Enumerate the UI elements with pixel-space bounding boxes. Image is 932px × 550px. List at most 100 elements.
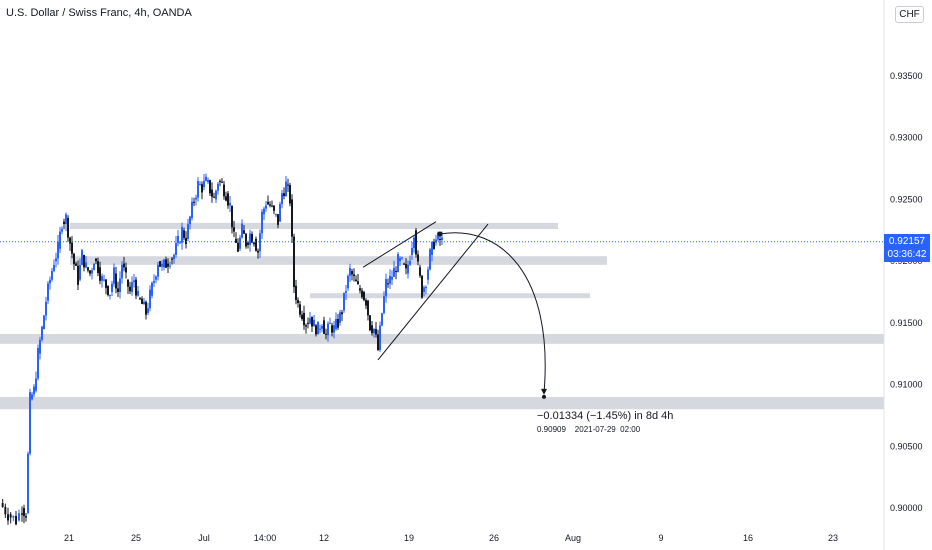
candle-body	[83, 254, 85, 268]
candle-body	[81, 250, 83, 265]
projection-arrowhead	[541, 388, 547, 395]
candle-body	[313, 319, 315, 327]
candle-body	[209, 180, 211, 194]
candle-body	[429, 249, 431, 270]
candle-body	[85, 262, 87, 268]
price-axis: 0.935000.930000.925000.920000.915000.910…	[890, 71, 923, 513]
time-tick-label: 26	[489, 533, 499, 543]
candle-body	[409, 260, 411, 265]
candle-body	[129, 286, 131, 292]
candle-body	[431, 241, 433, 255]
price-tick-label: 0.90000	[890, 503, 923, 513]
candle-body	[249, 233, 251, 245]
candle-body	[373, 328, 375, 334]
candle-body	[417, 254, 419, 262]
candle-body	[231, 205, 233, 228]
candle-body	[425, 287, 427, 289]
price-tick-label: 0.93500	[890, 71, 923, 81]
candle-body	[171, 258, 173, 260]
candle-body	[75, 263, 77, 266]
candle-body	[119, 278, 121, 292]
candle-body	[133, 280, 135, 283]
candle-body	[15, 515, 17, 525]
candle-body	[335, 319, 337, 330]
candle-body	[219, 180, 221, 182]
candle-body	[365, 300, 367, 306]
candle-body	[317, 321, 319, 335]
candle-body	[267, 201, 269, 205]
last-price-tag: 0.92157 03:36:42	[884, 234, 930, 262]
candle-body	[403, 263, 405, 265]
candle-body	[327, 323, 329, 336]
candle-body	[439, 238, 441, 241]
candle-body	[385, 279, 387, 297]
candle-body	[279, 204, 281, 222]
candle-body	[9, 514, 12, 518]
candle-body	[7, 514, 9, 521]
candle-body	[4, 506, 7, 515]
candle-body	[135, 279, 137, 296]
candle-body	[161, 263, 163, 267]
candle-body	[295, 285, 297, 300]
candle-body	[165, 259, 167, 268]
candle-body	[61, 228, 63, 232]
candle-body	[255, 238, 257, 251]
candle-body	[337, 319, 339, 328]
candle-body	[353, 274, 355, 276]
candle-body	[101, 276, 103, 281]
candle-body	[441, 237, 443, 241]
candle-body	[395, 271, 397, 273]
candle-body	[91, 270, 93, 274]
candle-body	[149, 289, 151, 309]
candle-body	[371, 325, 373, 334]
candle-body	[127, 279, 129, 287]
candle-body	[289, 185, 291, 204]
candle-body	[25, 516, 27, 518]
candlestick-series	[1, 173, 443, 526]
candle-body	[193, 201, 195, 203]
time-tick-label: 19	[404, 533, 414, 543]
candle-body	[391, 276, 393, 280]
candle-body	[29, 392, 31, 454]
candle-body	[301, 314, 303, 320]
candle-body	[269, 204, 271, 206]
projection-detail-label: 0.90909 2021-07-29 02:00	[537, 425, 641, 434]
candle-body	[157, 264, 159, 277]
candle-body	[349, 267, 351, 276]
candle-body	[321, 326, 323, 329]
candle-body	[207, 180, 209, 183]
candle-body	[189, 216, 191, 225]
candle-body	[283, 193, 285, 197]
candle-body	[363, 292, 365, 301]
currency-button[interactable]: CHF	[895, 6, 924, 23]
candle-body	[181, 226, 183, 243]
candle-body	[221, 181, 223, 183]
candle-body	[257, 250, 259, 253]
candle-body	[97, 261, 99, 274]
candle-body	[49, 279, 51, 284]
candle-body	[307, 322, 309, 324]
time-tick-label: 12	[319, 533, 329, 543]
candle-body	[227, 193, 229, 206]
candle-body	[419, 267, 421, 276]
candle-body	[109, 294, 111, 296]
candle-body	[87, 267, 89, 271]
candle-body	[357, 281, 359, 285]
candle-body	[407, 264, 409, 274]
candle-body	[131, 282, 133, 292]
candle-body	[205, 176, 207, 181]
time-tick-label: 14:00	[254, 533, 277, 543]
candle-body	[339, 312, 341, 323]
candle-body	[163, 259, 165, 268]
candle-body	[329, 322, 331, 324]
candle-body	[1, 503, 4, 507]
candle-body	[397, 253, 399, 273]
candle-body	[12, 515, 15, 518]
price-tick-label: 0.91000	[890, 380, 923, 390]
candle-body	[43, 315, 45, 330]
candle-body	[343, 292, 345, 311]
candle-body	[33, 386, 35, 395]
candle-body	[271, 205, 273, 207]
candle-body	[53, 265, 55, 272]
